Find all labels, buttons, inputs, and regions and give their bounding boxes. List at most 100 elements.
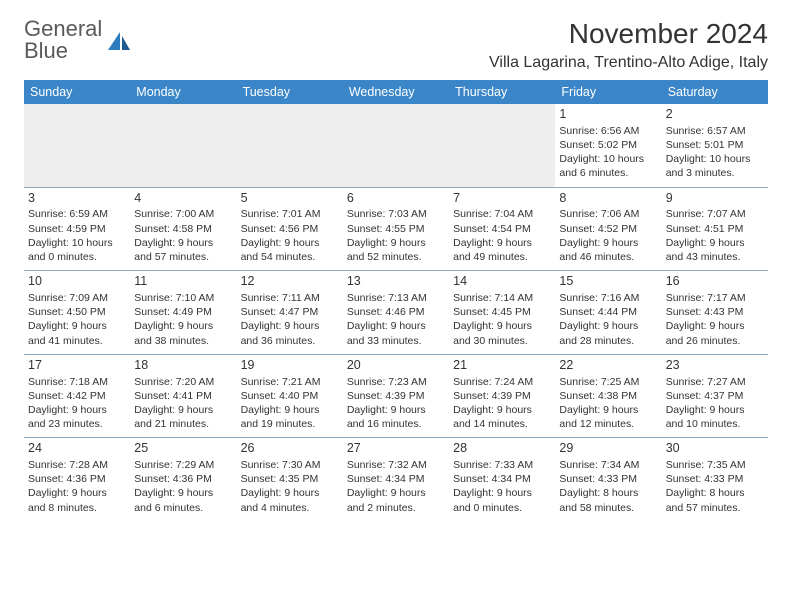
- calendar-cell: 23Sunrise: 7:27 AMSunset: 4:37 PMDayligh…: [662, 354, 768, 438]
- sunset-text: Sunset: 4:37 PM: [666, 389, 764, 403]
- sunrise-text: Sunrise: 6:56 AM: [559, 124, 657, 138]
- day-number: 13: [347, 273, 445, 290]
- sunset-text: Sunset: 4:44 PM: [559, 305, 657, 319]
- calendar-cell: 14Sunrise: 7:14 AMSunset: 4:45 PMDayligh…: [449, 271, 555, 355]
- day-number: 29: [559, 440, 657, 457]
- calendar-cell: [130, 104, 236, 187]
- brand-word2: Blue: [24, 38, 68, 63]
- daylight-text: Daylight: 9 hours and 19 minutes.: [241, 403, 339, 431]
- sunrise-text: Sunrise: 7:13 AM: [347, 291, 445, 305]
- calendar-cell: 4Sunrise: 7:00 AMSunset: 4:58 PMDaylight…: [130, 187, 236, 271]
- sunrise-text: Sunrise: 7:21 AM: [241, 375, 339, 389]
- calendar-cell: [237, 104, 343, 187]
- daylight-text: Daylight: 9 hours and 54 minutes.: [241, 236, 339, 264]
- sunrise-text: Sunrise: 7:25 AM: [559, 375, 657, 389]
- sunrise-text: Sunrise: 7:35 AM: [666, 458, 764, 472]
- day-number: 2: [666, 106, 764, 123]
- sunset-text: Sunset: 4:50 PM: [28, 305, 126, 319]
- sunrise-text: Sunrise: 6:59 AM: [28, 207, 126, 221]
- sunrise-text: Sunrise: 7:18 AM: [28, 375, 126, 389]
- calendar-cell: 8Sunrise: 7:06 AMSunset: 4:52 PMDaylight…: [555, 187, 661, 271]
- calendar-cell: 27Sunrise: 7:32 AMSunset: 4:34 PMDayligh…: [343, 438, 449, 521]
- day-header: Sunday: [24, 80, 130, 104]
- sunrise-text: Sunrise: 7:32 AM: [347, 458, 445, 472]
- calendar-cell: 24Sunrise: 7:28 AMSunset: 4:36 PMDayligh…: [24, 438, 130, 521]
- daylight-text: Daylight: 9 hours and 30 minutes.: [453, 319, 551, 347]
- day-number: 25: [134, 440, 232, 457]
- day-header: Saturday: [662, 80, 768, 104]
- day-number: 1: [559, 106, 657, 123]
- sunrise-text: Sunrise: 7:04 AM: [453, 207, 551, 221]
- sunrise-text: Sunrise: 6:57 AM: [666, 124, 764, 138]
- sunrise-text: Sunrise: 7:16 AM: [559, 291, 657, 305]
- calendar-cell: 22Sunrise: 7:25 AMSunset: 4:38 PMDayligh…: [555, 354, 661, 438]
- sunrise-text: Sunrise: 7:03 AM: [347, 207, 445, 221]
- sunset-text: Sunset: 4:38 PM: [559, 389, 657, 403]
- calendar-cell: 25Sunrise: 7:29 AMSunset: 4:36 PMDayligh…: [130, 438, 236, 521]
- calendar-cell: 26Sunrise: 7:30 AMSunset: 4:35 PMDayligh…: [237, 438, 343, 521]
- calendar-cell: 6Sunrise: 7:03 AMSunset: 4:55 PMDaylight…: [343, 187, 449, 271]
- day-number: 23: [666, 357, 764, 374]
- sunset-text: Sunset: 5:02 PM: [559, 138, 657, 152]
- sunrise-text: Sunrise: 7:07 AM: [666, 207, 764, 221]
- day-number: 30: [666, 440, 764, 457]
- sunset-text: Sunset: 4:35 PM: [241, 472, 339, 486]
- day-header: Friday: [555, 80, 661, 104]
- calendar-cell: 3Sunrise: 6:59 AMSunset: 4:59 PMDaylight…: [24, 187, 130, 271]
- sunset-text: Sunset: 4:39 PM: [453, 389, 551, 403]
- day-number: 3: [28, 190, 126, 207]
- day-number: 17: [28, 357, 126, 374]
- sunset-text: Sunset: 4:34 PM: [453, 472, 551, 486]
- day-number: 8: [559, 190, 657, 207]
- day-header-row: Sunday Monday Tuesday Wednesday Thursday…: [24, 80, 768, 104]
- calendar-cell: [24, 104, 130, 187]
- day-number: 18: [134, 357, 232, 374]
- daylight-text: Daylight: 10 hours and 0 minutes.: [28, 236, 126, 264]
- calendar-week: 10Sunrise: 7:09 AMSunset: 4:50 PMDayligh…: [24, 271, 768, 355]
- sunrise-text: Sunrise: 7:06 AM: [559, 207, 657, 221]
- sunset-text: Sunset: 4:33 PM: [559, 472, 657, 486]
- sunset-text: Sunset: 4:42 PM: [28, 389, 126, 403]
- calendar-cell: 10Sunrise: 7:09 AMSunset: 4:50 PMDayligh…: [24, 271, 130, 355]
- calendar-cell: 17Sunrise: 7:18 AMSunset: 4:42 PMDayligh…: [24, 354, 130, 438]
- calendar-cell: 19Sunrise: 7:21 AMSunset: 4:40 PMDayligh…: [237, 354, 343, 438]
- day-number: 19: [241, 357, 339, 374]
- daylight-text: Daylight: 9 hours and 0 minutes.: [453, 486, 551, 514]
- sunset-text: Sunset: 4:47 PM: [241, 305, 339, 319]
- sunset-text: Sunset: 4:58 PM: [134, 222, 232, 236]
- calendar-cell: 15Sunrise: 7:16 AMSunset: 4:44 PMDayligh…: [555, 271, 661, 355]
- daylight-text: Daylight: 9 hours and 21 minutes.: [134, 403, 232, 431]
- day-number: 7: [453, 190, 551, 207]
- calendar-page: General Blue November 2024 Villa Lagarin…: [0, 0, 792, 521]
- day-number: 15: [559, 273, 657, 290]
- daylight-text: Daylight: 9 hours and 8 minutes.: [28, 486, 126, 514]
- sunset-text: Sunset: 4:46 PM: [347, 305, 445, 319]
- calendar-cell: 21Sunrise: 7:24 AMSunset: 4:39 PMDayligh…: [449, 354, 555, 438]
- sunset-text: Sunset: 4:33 PM: [666, 472, 764, 486]
- daylight-text: Daylight: 10 hours and 6 minutes.: [559, 152, 657, 180]
- calendar-cell: 29Sunrise: 7:34 AMSunset: 4:33 PMDayligh…: [555, 438, 661, 521]
- sunset-text: Sunset: 4:49 PM: [134, 305, 232, 319]
- sunrise-text: Sunrise: 7:17 AM: [666, 291, 764, 305]
- calendar-week: 3Sunrise: 6:59 AMSunset: 4:59 PMDaylight…: [24, 187, 768, 271]
- sunset-text: Sunset: 4:54 PM: [453, 222, 551, 236]
- calendar-week: 1Sunrise: 6:56 AMSunset: 5:02 PMDaylight…: [24, 104, 768, 187]
- calendar-cell: 13Sunrise: 7:13 AMSunset: 4:46 PMDayligh…: [343, 271, 449, 355]
- calendar-cell: 9Sunrise: 7:07 AMSunset: 4:51 PMDaylight…: [662, 187, 768, 271]
- sunset-text: Sunset: 4:34 PM: [347, 472, 445, 486]
- day-number: 27: [347, 440, 445, 457]
- sunset-text: Sunset: 4:36 PM: [28, 472, 126, 486]
- day-header: Wednesday: [343, 80, 449, 104]
- calendar-week: 24Sunrise: 7:28 AMSunset: 4:36 PMDayligh…: [24, 438, 768, 521]
- sunset-text: Sunset: 4:52 PM: [559, 222, 657, 236]
- calendar-cell: 1Sunrise: 6:56 AMSunset: 5:02 PMDaylight…: [555, 104, 661, 187]
- day-number: 22: [559, 357, 657, 374]
- sunset-text: Sunset: 4:56 PM: [241, 222, 339, 236]
- day-number: 28: [453, 440, 551, 457]
- daylight-text: Daylight: 9 hours and 43 minutes.: [666, 236, 764, 264]
- calendar-cell: [449, 104, 555, 187]
- location: Villa Lagarina, Trentino-Alto Adige, Ita…: [489, 54, 768, 72]
- sunset-text: Sunset: 4:39 PM: [347, 389, 445, 403]
- sunrise-text: Sunrise: 7:28 AM: [28, 458, 126, 472]
- daylight-text: Daylight: 9 hours and 2 minutes.: [347, 486, 445, 514]
